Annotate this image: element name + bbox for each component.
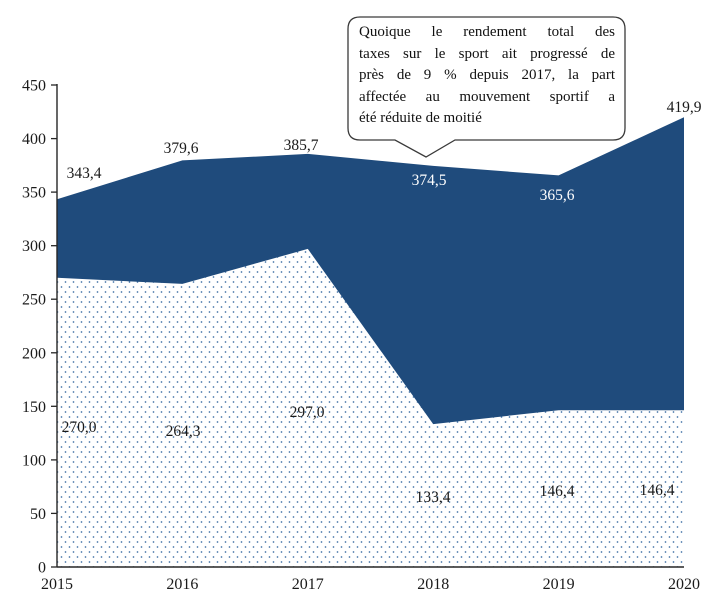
data-label-total: 385,7: [284, 137, 319, 154]
data-label-total: 374,5: [412, 172, 447, 189]
callout-line: été réduite de moitié: [359, 110, 482, 127]
data-label-part: 270,0: [62, 419, 97, 436]
x-tick-label: 2019: [543, 576, 575, 593]
y-tick-label: 0: [38, 560, 46, 577]
y-tick-label: 250: [22, 292, 46, 309]
data-label-part: 297,0: [290, 404, 325, 421]
x-tick-label: 2016: [166, 576, 198, 593]
data-label-total: 419,9: [667, 99, 702, 116]
y-tick-label: 300: [22, 238, 46, 255]
data-label-part: 146,4: [640, 482, 675, 499]
data-label-part: 264,3: [166, 423, 201, 440]
data-label-total: 379,6: [164, 140, 199, 157]
y-tick-label: 200: [22, 345, 46, 362]
data-label-total: 365,6: [540, 187, 575, 204]
y-tick-label: 400: [22, 131, 46, 148]
callout-text: Quoique le rendement total des taxes sur…: [359, 22, 615, 130]
area-series-part: [57, 248, 684, 567]
x-tick-label: 2018: [417, 576, 449, 593]
callout-line: taxes sur le sport ait progressé de: [359, 45, 615, 62]
callout-line: Quoique le rendement total des: [359, 24, 615, 40]
x-tick-label: 2017: [292, 576, 324, 593]
x-tick-label: 2020: [668, 576, 700, 593]
y-tick-label: 350: [22, 185, 46, 202]
data-label-part: 133,4: [416, 489, 451, 506]
callout-outline: [347, 16, 626, 158]
y-tick-label: 450: [22, 78, 46, 95]
callout-line: affectée au mouvement sportif a: [359, 88, 615, 105]
y-tick-label: 150: [22, 399, 46, 416]
y-tick-label: 50: [30, 506, 46, 523]
data-label-part: 146,4: [540, 483, 575, 500]
callout-shape: [347, 16, 626, 158]
data-label-total: 343,4: [67, 165, 102, 182]
callout-bubble: Quoique le rendement total des taxes sur…: [347, 16, 627, 159]
x-tick-label: 2015: [41, 576, 73, 593]
y-tick-label: 100: [22, 452, 46, 469]
callout-line: près de 9 % depuis 2017, la part: [359, 67, 615, 84]
